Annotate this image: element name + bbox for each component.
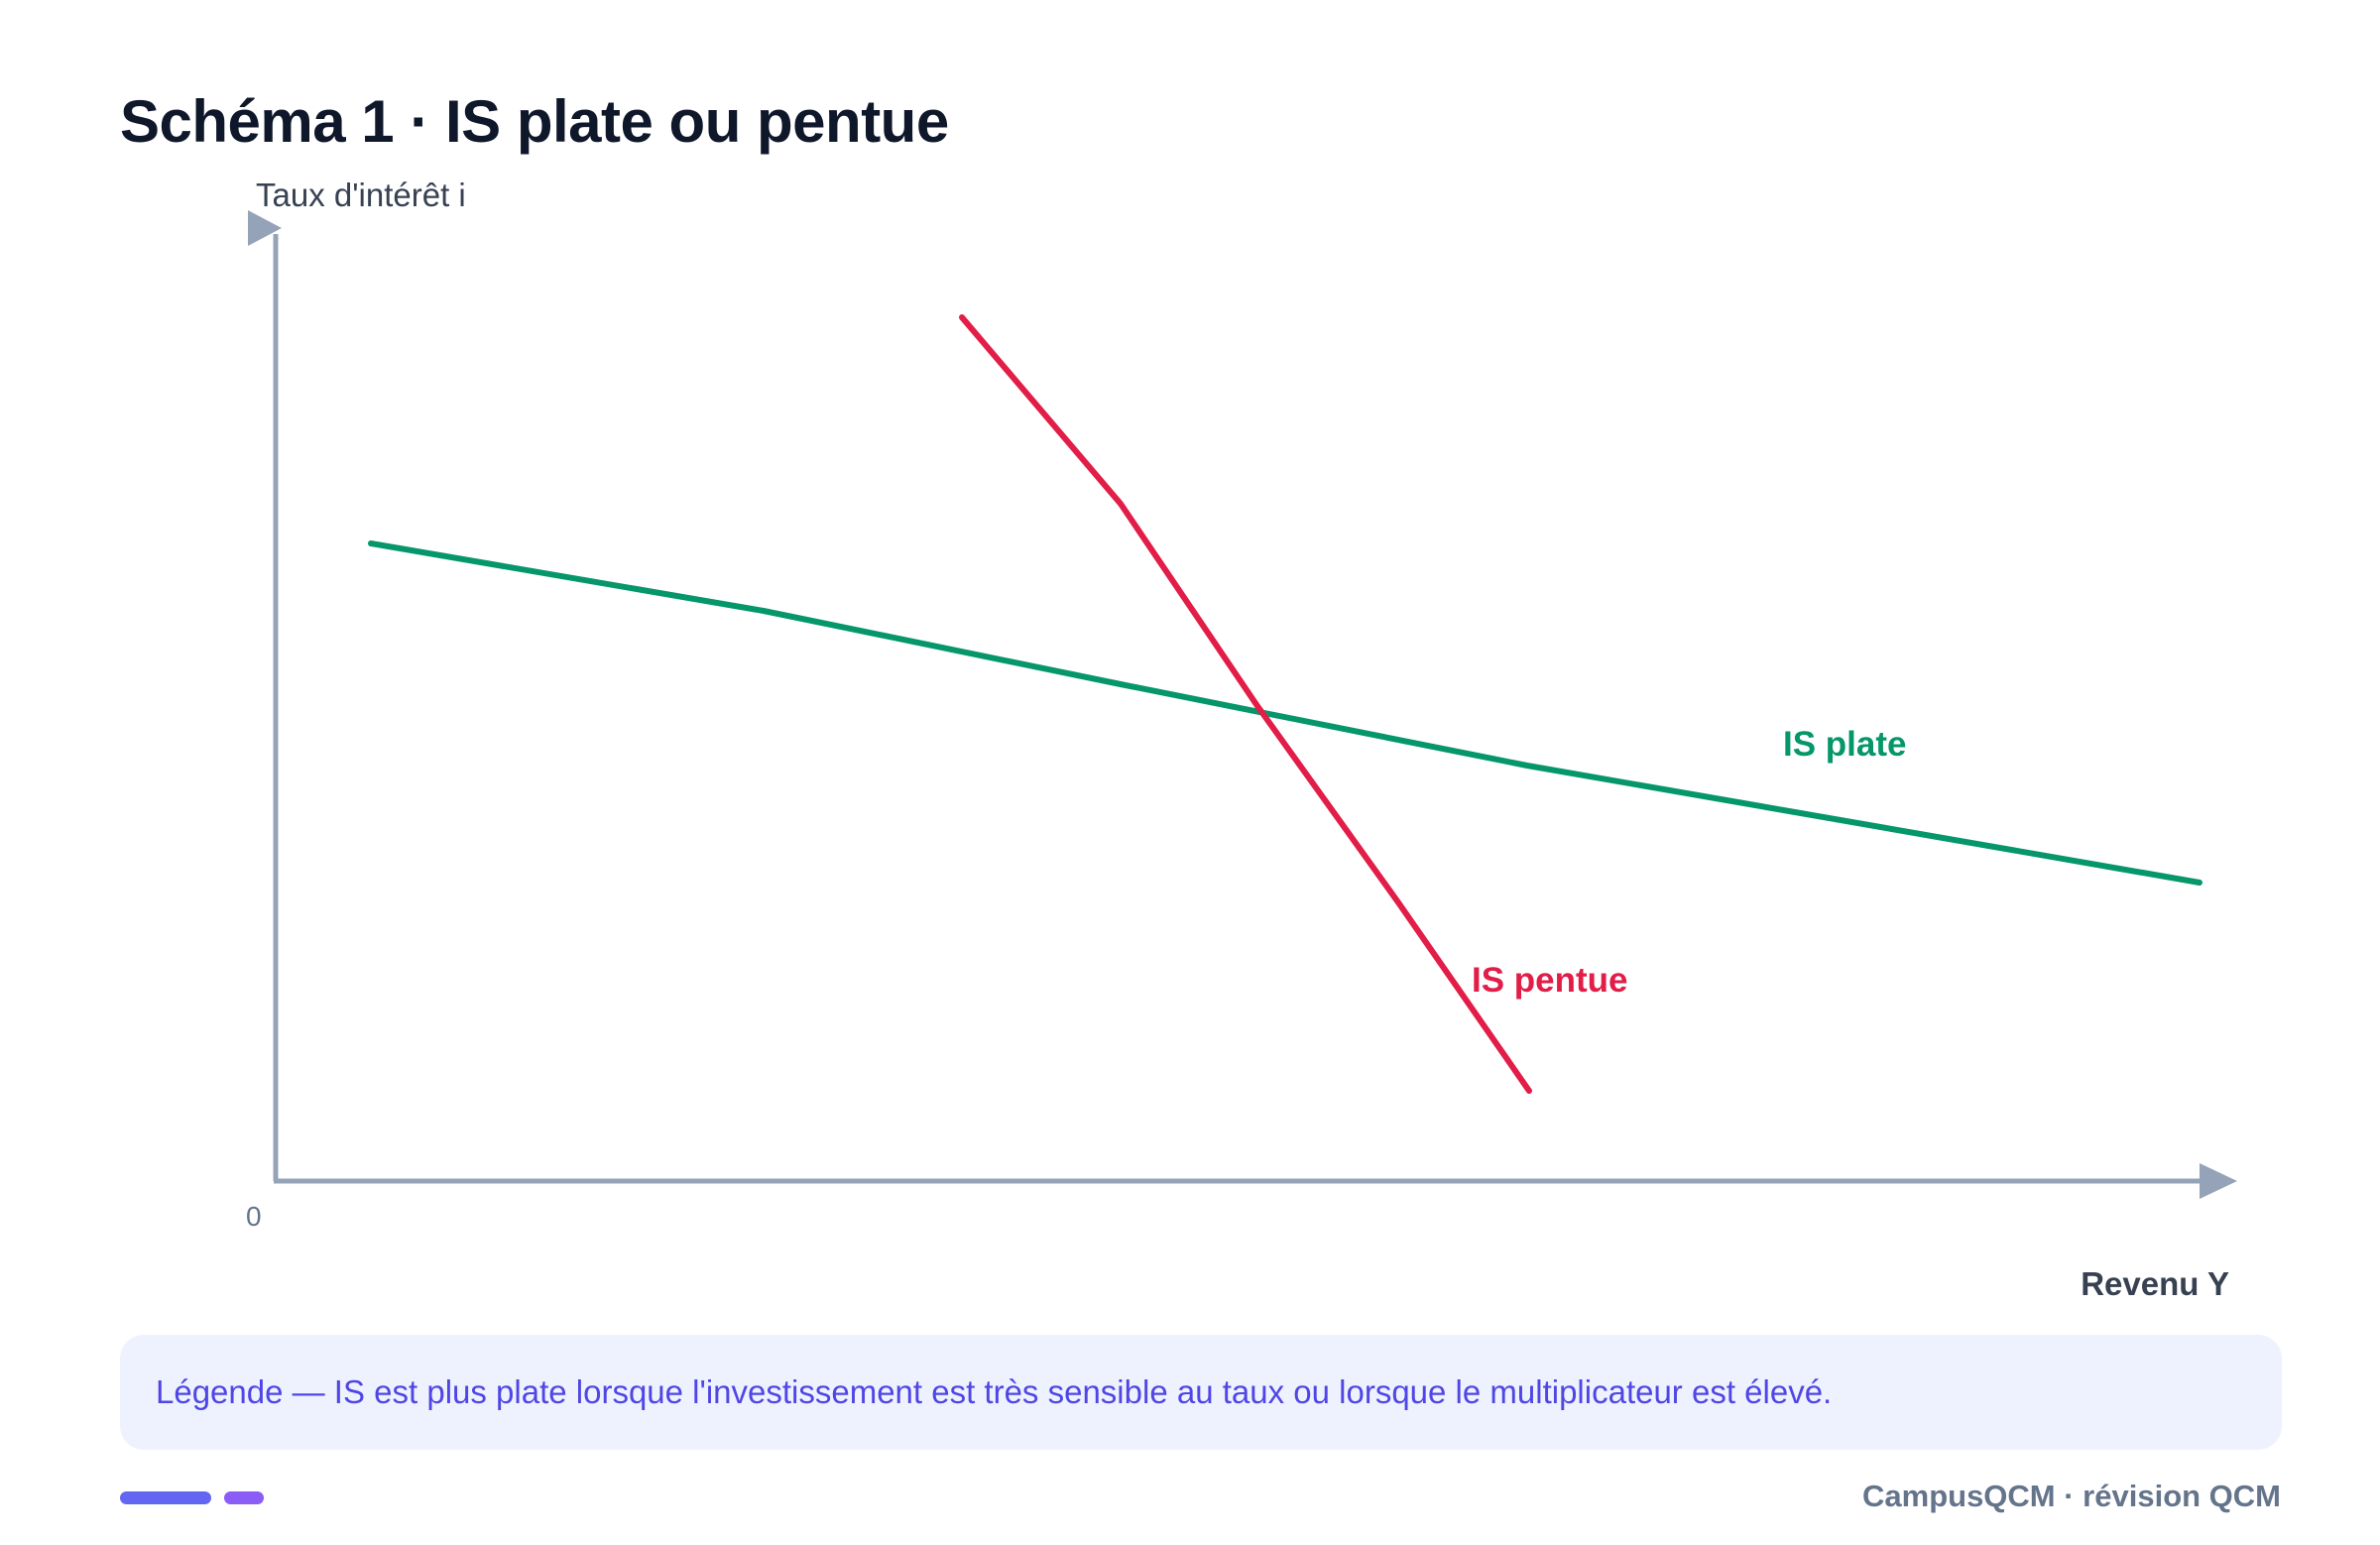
brand-accent-bar xyxy=(120,1491,211,1504)
origin-label: 0 xyxy=(246,1201,262,1232)
is-pentue-label: IS pentue xyxy=(1472,961,1628,1000)
x-axis-label: Revenu Y xyxy=(2081,1265,2229,1302)
is-plate-curve xyxy=(368,540,2202,886)
footer-brand: CampusQCM · révision QCM xyxy=(1862,1479,2281,1513)
brand-accent-dot xyxy=(224,1491,264,1504)
legend-box: Légende — IS est plus plate lorsque l'in… xyxy=(120,1335,2282,1450)
legend-text: Légende — IS est plus plate lorsque l'in… xyxy=(156,1373,1833,1410)
is-plate-label: IS plate xyxy=(1783,725,1906,764)
is-curve-diagram: Taux d'intérêt i Revenu Y 0 IS plate IS … xyxy=(246,177,2237,1302)
y-axis-arrow xyxy=(248,210,282,246)
is-pentue-curve xyxy=(959,314,1532,1094)
y-axis-label: Taux d'intérêt i xyxy=(256,177,466,213)
x-axis-arrow xyxy=(2200,1163,2237,1199)
page-title: Schéma 1 · IS plate ou pentue xyxy=(120,88,949,155)
